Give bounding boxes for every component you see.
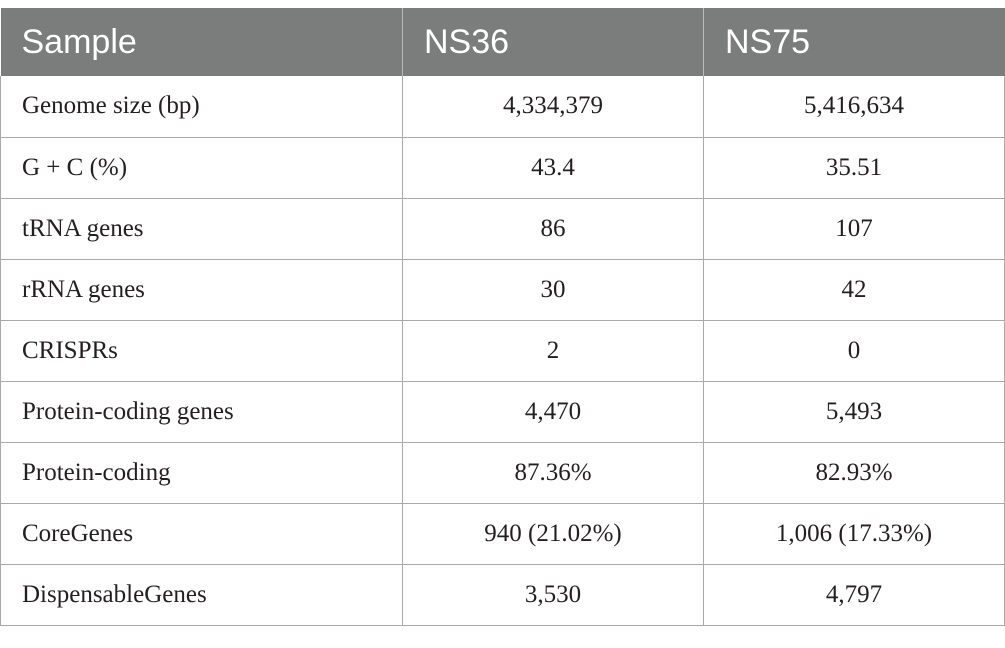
- row-label: Protein-coding genes: [0, 381, 403, 443]
- ns75-value: 0: [703, 320, 1005, 382]
- ns75-value: 4,797: [703, 564, 1005, 626]
- ns75-value: 82.93%: [703, 442, 1005, 504]
- genome-stats-table: Sample NS36 NS75 Genome size (bp) 4,334,…: [0, 8, 1005, 626]
- table-row: Protein-coding 87.36% 82.93%: [0, 442, 1005, 504]
- ns75-value: 1,006 (17.33%): [703, 503, 1005, 565]
- ns75-value: 107: [703, 198, 1005, 260]
- row-label: G + C (%): [0, 137, 403, 199]
- row-label: CRISPRs: [0, 320, 403, 382]
- ns75-value: 5,493: [703, 381, 1005, 443]
- ns36-value: 3,530: [402, 564, 704, 626]
- table-row: Genome size (bp) 4,334,379 5,416,634: [0, 76, 1005, 138]
- ns36-value: 30: [402, 259, 704, 321]
- row-label: CoreGenes: [0, 503, 403, 565]
- table-row: tRNA genes 86 107: [0, 198, 1005, 260]
- ns36-value: 4,470: [402, 381, 704, 443]
- header-ns75: NS75: [703, 8, 1005, 76]
- row-label: tRNA genes: [0, 198, 403, 260]
- table-header: Sample NS36 NS75: [0, 8, 1005, 76]
- ns75-value: 5,416,634: [703, 76, 1005, 138]
- header-sample: Sample: [0, 8, 403, 76]
- genome-stats-table-container: Sample NS36 NS75 Genome size (bp) 4,334,…: [0, 8, 1005, 626]
- header-ns36: NS36: [402, 8, 704, 76]
- ns36-value: 4,334,379: [402, 76, 704, 138]
- ns36-value: 43.4: [402, 137, 704, 199]
- table-row: CoreGenes 940 (21.02%) 1,006 (17.33%): [0, 503, 1005, 565]
- ns36-value: 86: [402, 198, 704, 260]
- table-body: Genome size (bp) 4,334,379 5,416,634 G +…: [0, 76, 1005, 626]
- table-row: CRISPRs 2 0: [0, 320, 1005, 382]
- ns75-value: 35.51: [703, 137, 1005, 199]
- table-row: rRNA genes 30 42: [0, 259, 1005, 321]
- row-label: DispensableGenes: [0, 564, 403, 626]
- table-row: DispensableGenes 3,530 4,797: [0, 564, 1005, 626]
- table-row: G + C (%) 43.4 35.51: [0, 137, 1005, 199]
- header-row: Sample NS36 NS75: [0, 8, 1005, 76]
- row-label: Genome size (bp): [0, 76, 403, 138]
- row-label: rRNA genes: [0, 259, 403, 321]
- row-label: Protein-coding: [0, 442, 403, 504]
- ns36-value: 2: [402, 320, 704, 382]
- ns36-value: 940 (21.02%): [402, 503, 704, 565]
- ns75-value: 42: [703, 259, 1005, 321]
- table-row: Protein-coding genes 4,470 5,493: [0, 381, 1005, 443]
- ns36-value: 87.36%: [402, 442, 704, 504]
